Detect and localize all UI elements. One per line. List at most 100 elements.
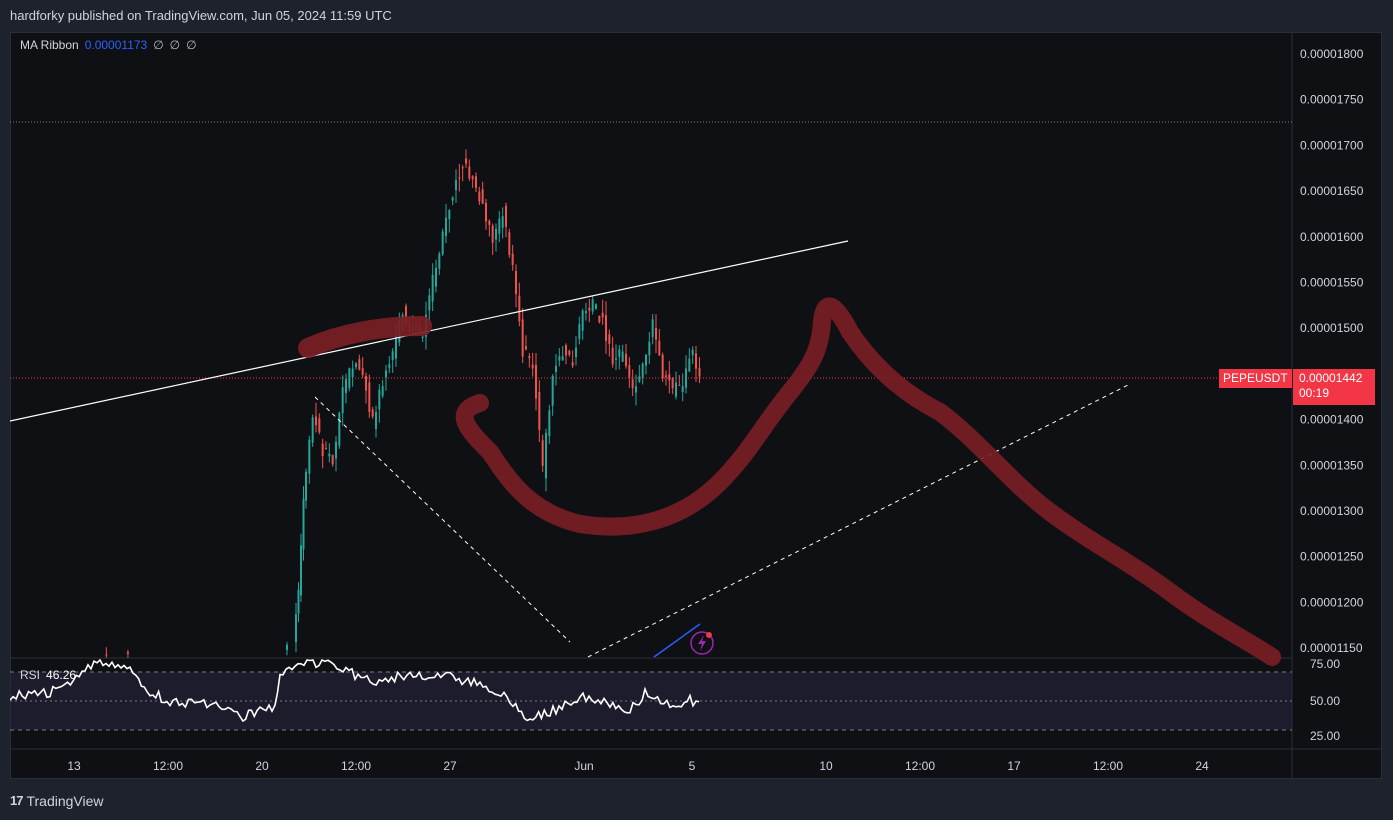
candle-up	[431, 275, 434, 302]
x-tick-label: 12:00	[1093, 759, 1123, 773]
candle-up	[555, 365, 557, 372]
time-axis: 13 12:00 20 12:00 27 Jun 5 10 12:00 17 12:00 24	[67, 759, 1209, 773]
projection-path-drawing	[455, 297, 1281, 666]
candle-up	[455, 180, 457, 191]
candle-down	[126, 651, 129, 654]
candle-down	[475, 176, 477, 188]
candle-up	[651, 319, 654, 338]
candle-down	[611, 347, 614, 365]
candle-down	[628, 365, 631, 378]
legend-na-3: ∅	[186, 38, 197, 52]
candle-down	[571, 362, 574, 366]
candle-down	[565, 345, 567, 356]
y-tick-label: 0.00001600	[1300, 230, 1364, 244]
candle-up	[388, 364, 391, 369]
footer-brand: TradingView	[26, 793, 104, 809]
ma-ribbon-legend[interactable]: MA Ribbon 0.00001173 ∅ ∅ ∅	[20, 38, 197, 52]
candle-down	[625, 353, 627, 366]
candle-down	[365, 375, 367, 391]
candle-down	[458, 177, 461, 179]
candle-down	[518, 295, 521, 322]
candle-up	[495, 228, 497, 240]
candle-down	[601, 312, 604, 318]
legend-value: 0.00001173	[84, 38, 148, 52]
lightning-icon[interactable]	[690, 631, 714, 655]
y-tick-label: 0.00001500	[1300, 321, 1364, 335]
candle-up	[645, 354, 647, 366]
candle-up	[348, 368, 351, 389]
candle-up	[395, 334, 397, 359]
candle-up	[445, 217, 447, 236]
candle-up	[385, 370, 387, 378]
candle-down	[598, 315, 601, 323]
candle-down	[478, 191, 481, 202]
candle-down	[318, 418, 321, 433]
candle-up	[638, 376, 641, 382]
candle-down	[535, 364, 537, 399]
candle-down	[588, 307, 591, 311]
candle-down	[525, 346, 527, 350]
x-tick-label: 12:00	[153, 759, 183, 773]
x-tick-label: 13	[67, 759, 81, 773]
candle-down	[371, 409, 374, 417]
x-tick-label: 5	[689, 759, 696, 773]
candle-down	[541, 440, 544, 466]
highlight-zone-drawing	[298, 316, 432, 358]
rsi-legend[interactable]: RSI 46.26	[20, 668, 76, 682]
candle-up	[498, 218, 501, 234]
candle-up	[595, 304, 597, 309]
y-tick-label: 0.00001800	[1300, 47, 1364, 61]
candle-up	[675, 382, 677, 397]
candle-down	[331, 454, 334, 465]
candle-down	[471, 176, 474, 180]
y-tick-label: 0.00001400	[1300, 413, 1364, 427]
legend-na-1: ∅	[153, 38, 164, 52]
price-chart[interactable]: 0.00001800 0.00001750 0.00001700 0.00001650…	[10, 32, 1382, 779]
candle-up	[300, 545, 302, 596]
candle-up	[501, 216, 504, 228]
candle-up	[681, 386, 684, 393]
footer[interactable]: 17 TradingView	[10, 790, 104, 812]
publish-header: hardforky published on TradingView.com, …	[10, 8, 392, 23]
candle-up	[345, 379, 347, 394]
candle-up	[448, 210, 451, 220]
dashed-line-down	[314, 396, 571, 643]
candle-up	[578, 324, 581, 339]
candles	[105, 149, 701, 658]
rsi-line	[10, 658, 700, 723]
candle-down	[468, 166, 471, 179]
chart-frame[interactable]	[10, 32, 1382, 779]
candle-down	[105, 654, 108, 656]
candle-down	[655, 328, 657, 340]
candle-up	[335, 441, 337, 459]
candle-down	[508, 232, 511, 255]
candle-down	[488, 220, 491, 225]
candle-down	[658, 340, 661, 356]
candle-up	[581, 310, 584, 331]
x-tick-label: 12:00	[341, 759, 371, 773]
legend-na-2: ∅	[169, 38, 181, 52]
candle-up	[691, 349, 694, 356]
candle-down	[661, 354, 664, 379]
candle-up	[308, 439, 311, 474]
y-tick-label: 0.00001150	[1300, 641, 1363, 655]
candle-up	[341, 387, 344, 414]
candle-up	[381, 386, 384, 396]
dashed-line-up	[587, 383, 1131, 658]
candle-up	[305, 471, 307, 501]
x-tick-label: 12:00	[905, 759, 935, 773]
candle-up	[635, 386, 637, 393]
candle-up	[286, 644, 288, 651]
rsi-axis: 75.00 50.00 25.00	[1310, 657, 1340, 743]
candle-up	[545, 432, 547, 479]
candle-down	[505, 205, 507, 227]
candle-up	[575, 347, 577, 358]
candle-up	[421, 336, 424, 338]
candle-up	[451, 197, 454, 201]
x-tick-label: 24	[1195, 759, 1209, 773]
blue-line	[653, 623, 701, 658]
candle-down	[665, 375, 667, 378]
candle-down	[465, 158, 467, 164]
y-tick-label: 0.00001200	[1300, 595, 1364, 609]
y-tick-label: 0.00001650	[1300, 184, 1364, 198]
